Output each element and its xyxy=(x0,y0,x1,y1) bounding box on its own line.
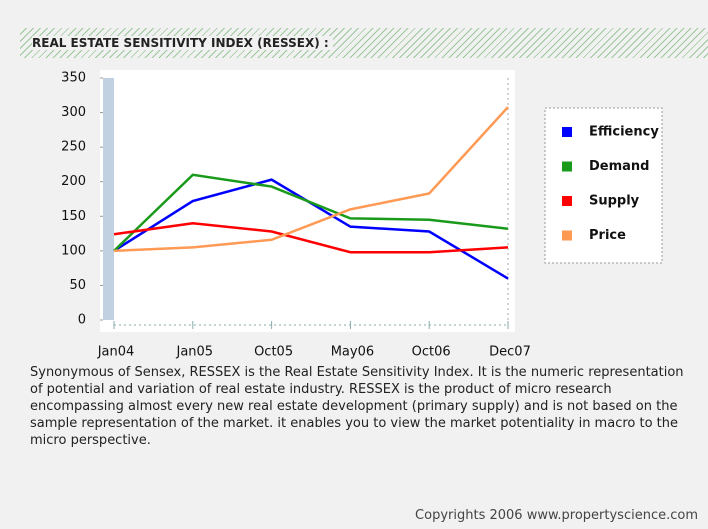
legend-swatch xyxy=(562,161,572,172)
legend-label: Supply xyxy=(589,194,640,209)
y-tick-label: 50 xyxy=(69,278,86,293)
y-tick-label: 150 xyxy=(61,209,86,224)
description: Synonymous of Sensex, RESSEX is the Real… xyxy=(30,365,684,448)
copyright: Copyrights 2006 www.propertyscience.com xyxy=(415,508,698,523)
y-tick-label: 100 xyxy=(61,243,86,258)
x-tick-label: Oct06 xyxy=(412,345,451,360)
series-line xyxy=(113,106,509,253)
y-tick-label: 200 xyxy=(61,174,86,189)
axis-bar xyxy=(103,78,114,320)
series-line xyxy=(113,221,509,254)
x-tick-label: Dec07 xyxy=(489,345,531,360)
series-line xyxy=(113,173,509,252)
x-tick-label: Oct05 xyxy=(254,345,293,360)
legend-swatch xyxy=(562,127,572,137)
x-tick-label: Jan05 xyxy=(176,345,214,360)
y-tick-label: 250 xyxy=(61,140,86,155)
legend-label: Price xyxy=(589,228,626,243)
x-tick-label: May06 xyxy=(331,345,374,360)
y-tick-label: 300 xyxy=(61,105,86,120)
y-tick-label: 0 xyxy=(78,313,86,328)
legend-swatch xyxy=(562,230,572,241)
x-tick-label: Jan04 xyxy=(97,345,135,360)
header: REAL ESTATE SENSITIVITY INDEX (RESSEX) : xyxy=(20,28,708,58)
legend-label: Demand xyxy=(589,159,650,174)
y-tick-label: 350 xyxy=(61,71,86,86)
chart-title: REAL ESTATE SENSITIVITY INDEX (RESSEX) : xyxy=(32,36,333,50)
legend-label: Efficiency xyxy=(589,125,659,140)
legend-swatch xyxy=(562,196,572,206)
